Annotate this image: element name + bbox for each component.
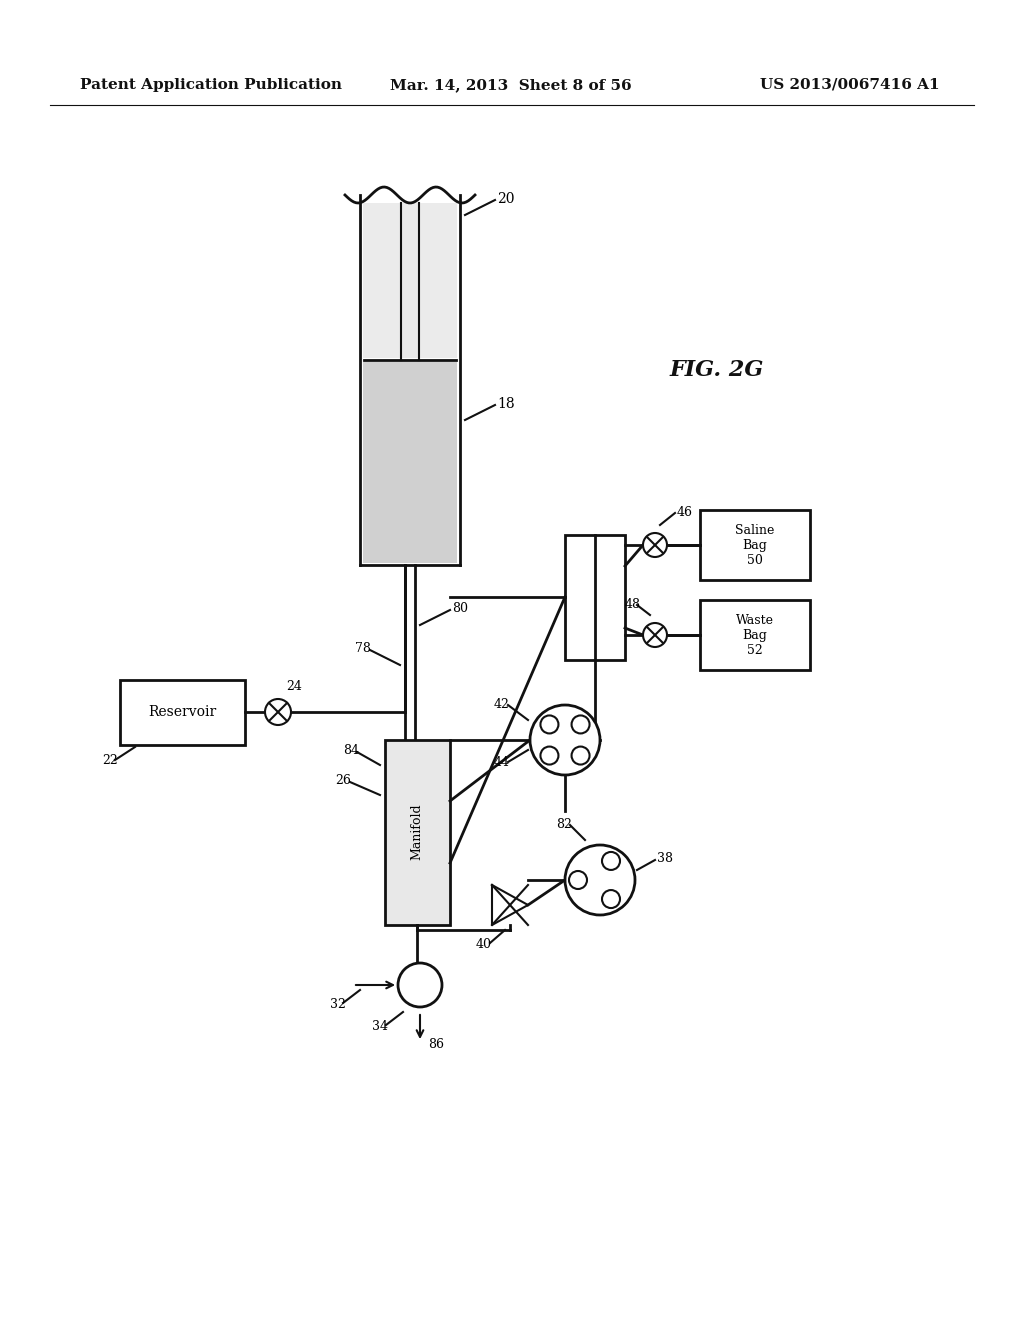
Text: 86: 86: [428, 1039, 444, 1052]
Circle shape: [569, 871, 587, 888]
Text: 40: 40: [476, 937, 492, 950]
Circle shape: [265, 700, 291, 725]
Circle shape: [643, 623, 667, 647]
Bar: [565, 535, 625, 660]
Text: Mar. 14, 2013  Sheet 8 of 56: Mar. 14, 2013 Sheet 8 of 56: [390, 78, 632, 92]
Circle shape: [541, 747, 558, 764]
Text: Waste
Bag
52: Waste Bag 52: [736, 614, 774, 656]
Circle shape: [541, 715, 558, 734]
Text: 22: 22: [102, 755, 118, 767]
Text: 78: 78: [355, 643, 371, 656]
Circle shape: [565, 845, 635, 915]
Text: 82: 82: [556, 817, 571, 830]
Text: 42: 42: [494, 697, 510, 710]
Bar: [362, 203, 457, 358]
Text: 46: 46: [677, 506, 693, 519]
Text: Reservoir: Reservoir: [147, 705, 216, 719]
Text: 34: 34: [372, 1019, 388, 1032]
Text: 44: 44: [494, 756, 510, 770]
Text: 48: 48: [625, 598, 641, 610]
Circle shape: [643, 533, 667, 557]
Text: 18: 18: [497, 397, 515, 411]
Text: 38: 38: [657, 853, 673, 866]
Circle shape: [602, 890, 620, 908]
Circle shape: [571, 747, 590, 764]
Circle shape: [571, 715, 590, 734]
Text: 32: 32: [330, 998, 346, 1011]
Bar: [120, 680, 245, 744]
Text: 80: 80: [452, 602, 468, 615]
Bar: [700, 601, 810, 671]
Circle shape: [530, 705, 600, 775]
Text: US 2013/0067416 A1: US 2013/0067416 A1: [760, 78, 940, 92]
Text: 24: 24: [286, 681, 302, 693]
Circle shape: [398, 964, 442, 1007]
Text: Saline
Bag
50: Saline Bag 50: [735, 524, 775, 566]
Bar: [362, 362, 457, 564]
Text: 26: 26: [335, 775, 351, 788]
Bar: [700, 510, 810, 579]
Text: FIG. 2G: FIG. 2G: [670, 359, 764, 381]
Text: 20: 20: [497, 191, 514, 206]
Text: 84: 84: [343, 744, 359, 758]
Bar: [385, 741, 450, 925]
Text: Manifold: Manifold: [411, 804, 424, 861]
Text: Patent Application Publication: Patent Application Publication: [80, 78, 342, 92]
Circle shape: [602, 851, 620, 870]
